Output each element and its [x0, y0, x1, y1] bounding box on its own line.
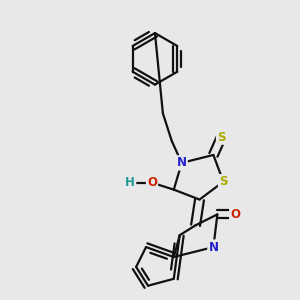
- Text: S: S: [219, 175, 228, 188]
- Text: O: O: [230, 208, 240, 221]
- Text: N: N: [177, 156, 187, 170]
- Text: O: O: [147, 176, 157, 189]
- Text: N: N: [208, 241, 218, 254]
- Text: S: S: [217, 130, 226, 144]
- Text: H: H: [125, 176, 135, 189]
